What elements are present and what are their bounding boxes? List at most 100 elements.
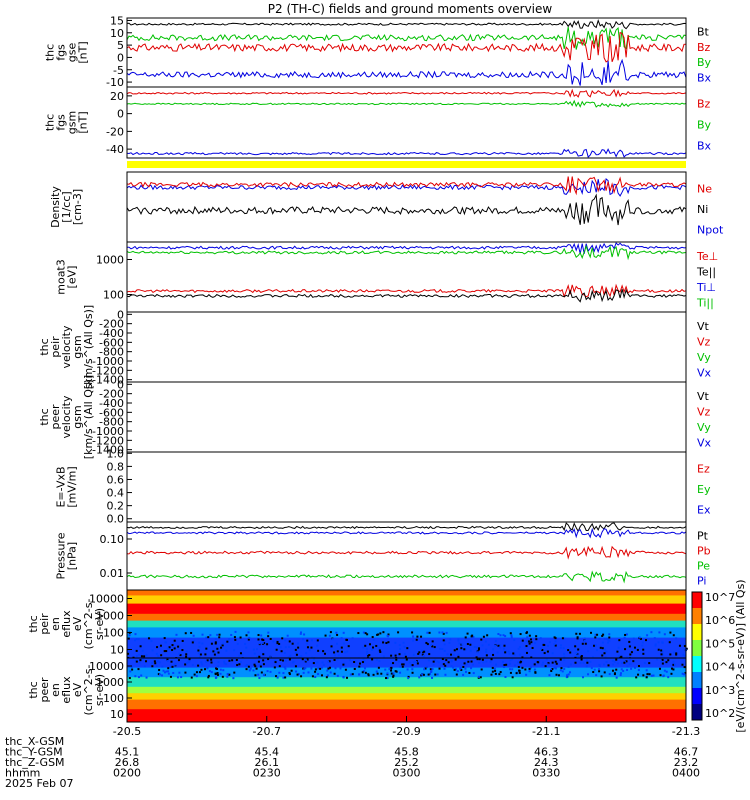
spectrogram-pixel (134, 639, 137, 642)
spectrogram-pixel (296, 673, 299, 676)
spectrogram-pixel (252, 669, 255, 672)
spectrogram-pixel (605, 637, 608, 640)
spectrogram-pixel (314, 676, 317, 679)
colorbar-tick: 10^5 (705, 637, 735, 650)
spectrogram-pixel (362, 646, 365, 649)
spectrogram-pixel (308, 649, 311, 652)
y-axis-label: peir (49, 336, 62, 358)
spectrogram-pixel (436, 660, 439, 663)
spectrogram-pixel (276, 640, 279, 643)
spectrogram-pixel (361, 661, 364, 664)
spectrogram-pixel (611, 669, 614, 672)
spectrogram-pixel (216, 673, 219, 676)
spectrogram-pixel (199, 653, 202, 656)
spectrogram-pixel (504, 676, 507, 679)
spectrogram-pixel (161, 665, 164, 668)
spectrogram-pixel (494, 639, 497, 642)
spectrogram-pixel (206, 667, 209, 670)
ephemeris-label: thc_X-GSM (5, 735, 64, 748)
ytick-label: 0 (117, 108, 124, 121)
spectrogram-pixel (607, 638, 610, 641)
spectrogram-pixel (672, 634, 675, 637)
spectrogram-pixel (379, 650, 382, 653)
spectrogram-pixel (421, 653, 424, 656)
spectrogram-pixel (161, 674, 164, 677)
spectrogram-pixel (601, 647, 604, 650)
legend-entry: Bz (697, 41, 711, 54)
ephemeris-value: 46.7 (674, 746, 699, 759)
spectrogram-pixel (497, 644, 500, 647)
colorbar-swatch (692, 672, 702, 689)
spectrogram-pixel (652, 674, 655, 677)
spectrogram-pixel (629, 653, 632, 656)
spectrogram-pixel (239, 660, 242, 663)
colorbar-tick: 10^2 (705, 707, 735, 720)
spectrogram-pixel (362, 670, 365, 673)
spectrogram-pixel (560, 667, 563, 670)
spectrogram-pixel (429, 668, 432, 671)
spectrogram-pixel (554, 637, 557, 640)
spectrogram-pixel (131, 668, 134, 671)
y-axis-label: Density (49, 186, 62, 228)
series-pi (126, 527, 687, 539)
spectrogram-pixel (358, 662, 361, 665)
spectrogram-pixel (245, 634, 248, 637)
spectrogram-pixel (404, 655, 407, 658)
spectrogram-pixel (646, 634, 649, 637)
spectrogram-pixel (222, 642, 225, 645)
ytick-label: -600 (99, 406, 124, 419)
legend-entry: Vy (697, 421, 711, 434)
spectrogram-pixel (151, 649, 154, 652)
spectrogram-pixel (550, 669, 553, 672)
y-axis-label: peir (38, 613, 51, 635)
y-axis-label: en (49, 683, 62, 697)
y-axis-label: thc (44, 114, 57, 131)
spectrogram-pixel (366, 633, 369, 636)
spectrogram-pixel (459, 667, 462, 670)
spectrogram-pixel (376, 672, 379, 675)
spectrogram-pixel (519, 661, 522, 664)
spectrogram-pixel (453, 668, 456, 671)
spectrogram-pixel (528, 667, 531, 670)
spectrogram-pixel (377, 633, 380, 636)
spectrogram-pixel (535, 638, 538, 641)
spectrogram-pixel (498, 673, 501, 676)
spectrogram-pixel (135, 654, 138, 657)
spectrogram-pixel (548, 641, 551, 644)
legend-entry: Te|| (696, 265, 716, 278)
ytick-label: 0.2 (107, 500, 125, 513)
spectrogram-pixel (289, 654, 292, 657)
spectrogram-pixel (221, 644, 224, 647)
spectrogram-pixel (228, 638, 231, 641)
spectrogram-pixel (258, 664, 261, 667)
colorbar-frame (691, 591, 703, 721)
spectrogram-pixel (184, 632, 187, 635)
spectrogram-pixel (476, 651, 479, 654)
spectrogram-pixel (418, 676, 421, 679)
spectrogram-pixel (322, 663, 325, 666)
legend-entry: Vt (697, 390, 710, 403)
spectrogram-pixel (566, 674, 569, 677)
spectrogram-pixel (165, 670, 168, 673)
spectrogram-pixel (441, 631, 444, 634)
spectrogram-pixel (238, 663, 241, 666)
ephemeris-label: hhmm (5, 767, 40, 780)
y-axis-label: thc (27, 681, 40, 698)
spectrogram-pixel (368, 654, 371, 657)
spectrogram-pixel (555, 673, 558, 676)
axis-ticks: 151050-5-10200-20-4010001000-200-400-600… (89, 14, 700, 738)
spectrogram-pixel (551, 652, 554, 655)
spectrogram-pixel (201, 633, 204, 636)
spectrogram-pixel (449, 638, 452, 641)
spectrogram-pixel (178, 671, 181, 674)
spectrogram-pixel (494, 672, 497, 675)
spectrogram-pixel (665, 661, 668, 664)
legend-entry: By (697, 56, 712, 69)
spectrogram-pixel (191, 663, 194, 666)
spectrogram-pixel (542, 643, 545, 646)
spectrogram-pixel (236, 664, 239, 667)
spectrogram-pixel (344, 668, 347, 671)
spectrogram-pixel (486, 634, 489, 637)
spectrogram-pixel (470, 667, 473, 670)
spectrogram-pixel (593, 644, 596, 647)
